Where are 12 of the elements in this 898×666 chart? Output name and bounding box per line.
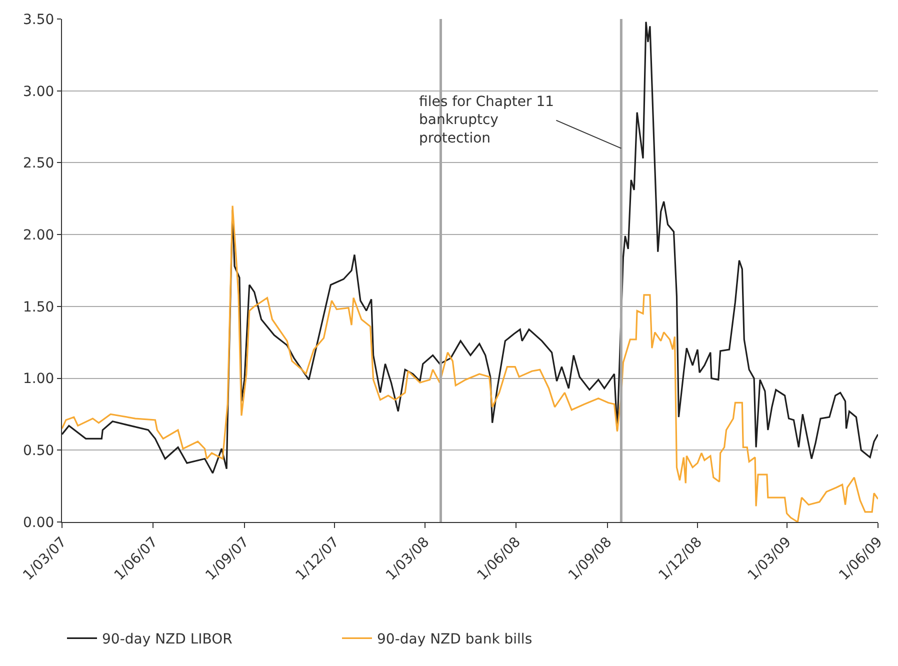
y-tick-label: 0.00 xyxy=(23,514,54,531)
y-tick-label: 3.00 xyxy=(23,84,54,100)
y-tick-label: 1.50 xyxy=(23,299,54,316)
y-tick-label: 2.00 xyxy=(23,227,54,244)
y-tick-label: 0.50 xyxy=(23,443,54,460)
legend-label: 90-day NZD bank bills xyxy=(377,632,532,648)
y-tick-label: 2.50 xyxy=(23,156,54,172)
line-series xyxy=(62,21,878,474)
y-tick-label: 3.50 xyxy=(23,12,54,28)
legend-label: 90-day NZD LIBOR xyxy=(102,632,233,648)
y-tick-label: 1.00 xyxy=(23,371,54,388)
annotation: files for Chapter 11 bankruptcy protection xyxy=(419,94,554,146)
